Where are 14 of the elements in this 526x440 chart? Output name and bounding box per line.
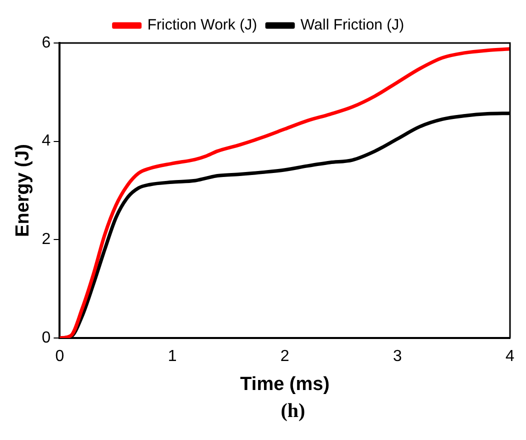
x-axis-title: Time (ms) <box>240 374 330 395</box>
x-tick-label: 0 <box>55 348 64 366</box>
y-tick-label: 4 <box>42 132 51 150</box>
y-axis-title: Energy (J) <box>12 144 34 237</box>
x-tick-label: 2 <box>280 348 290 366</box>
legend-label: Friction Work (J) <box>147 16 258 34</box>
x-tick-label: 4 <box>506 348 515 366</box>
text: (h) <box>280 400 306 423</box>
x-tick-label: 3 <box>392 348 402 366</box>
y-tick-label: 0 <box>42 329 51 346</box>
legend-label: Wall Friction (J) <box>300 16 404 34</box>
y-tick-label: 2 <box>42 231 51 248</box>
y-tick-label: 6 <box>42 34 51 52</box>
x-tick-label: 1 <box>168 348 177 366</box>
